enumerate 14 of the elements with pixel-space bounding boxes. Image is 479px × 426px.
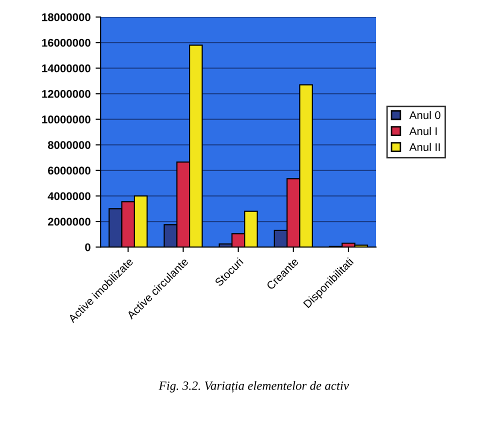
legend-label: Anul I	[409, 126, 437, 136]
y-tick-label: 12000000	[42, 90, 90, 98]
y-tick-label: 2000000	[48, 218, 90, 226]
y-tick-label: 18000000	[42, 13, 90, 22]
text: Fig. 3.2. Variația elementelor de activ	[158, 381, 349, 392]
y-tick-label: 8000000	[48, 141, 90, 149]
y-tick-label: 0	[85, 243, 90, 252]
y-tick-label: 4000000	[48, 192, 90, 200]
y-tick-label: 6000000	[48, 166, 90, 175]
y-tick-label: 16000000	[42, 38, 90, 47]
y-tick-label: 10000000	[42, 116, 90, 124]
legend-label: Anul 0	[409, 110, 440, 120]
y-tick-label: 14000000	[42, 64, 90, 72]
legend-label: Anul II	[409, 142, 440, 152]
